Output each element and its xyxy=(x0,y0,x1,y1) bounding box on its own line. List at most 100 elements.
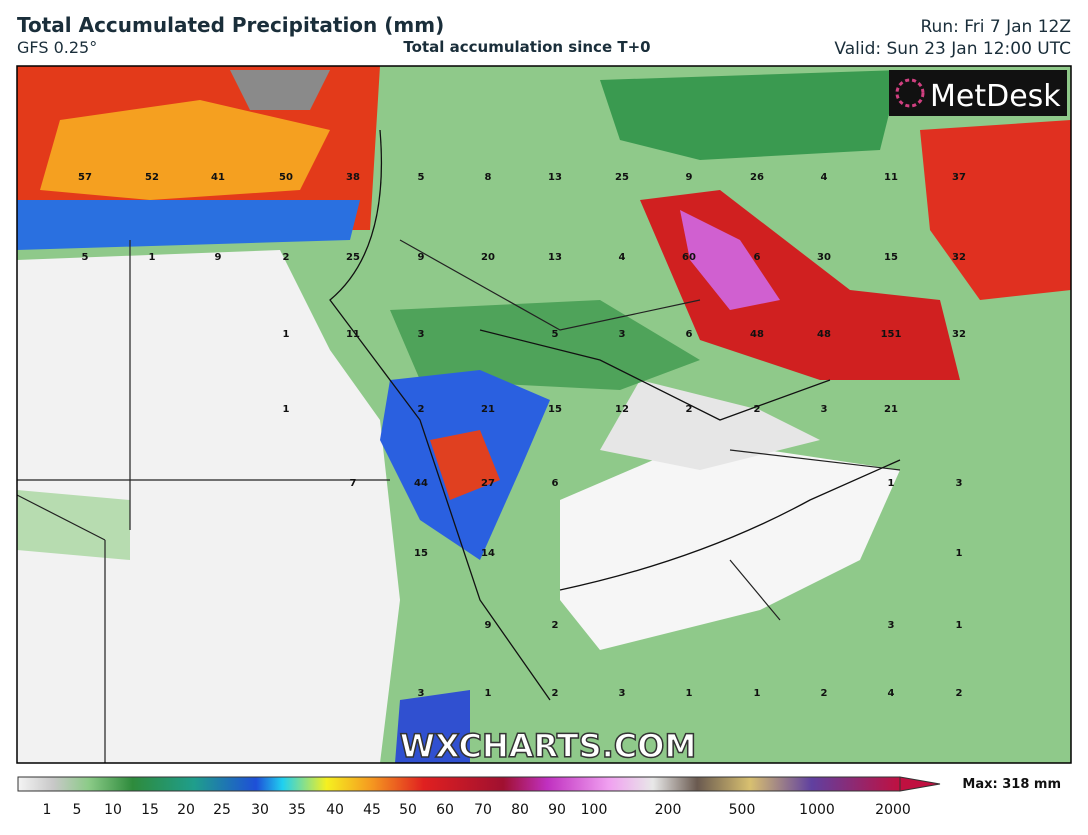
map-value: 12 xyxy=(615,404,629,415)
colorbar-tick: 80 xyxy=(511,802,529,818)
map-value: 9 xyxy=(686,172,693,183)
map-labels: 57 52 41 50 38 5 8 13 25 9 26 4 11 375 1 9 2 25 9 20 13 4 60 6 3… xyxy=(78,172,966,699)
map-value: 21 xyxy=(884,404,898,415)
colorbar-tick: 60 xyxy=(436,802,454,818)
map-value: 1 xyxy=(283,329,290,340)
map-value: 11 xyxy=(346,329,360,340)
map: 57 52 41 50 38 5 8 13 25 9 26 4 11 375 1 9 2 25 9 20 13 4 60 6 3… xyxy=(17,66,1071,765)
map-value: 3 xyxy=(821,404,828,415)
map-value: 1 xyxy=(956,620,963,631)
colorbar-tick: 20 xyxy=(177,802,195,818)
map-value: 15 xyxy=(548,404,562,415)
map-value: 1 xyxy=(283,404,290,415)
map-value: 13 xyxy=(548,172,562,183)
map-value: 2 xyxy=(754,404,761,415)
map-value: 13 xyxy=(548,252,562,263)
map-value: 2 xyxy=(552,688,559,699)
logo-icon xyxy=(895,78,925,108)
colorbar-tick: 10 xyxy=(104,802,122,818)
map-value: 32 xyxy=(952,252,966,263)
colorbar-tick: 45 xyxy=(363,802,381,818)
map-value: 2 xyxy=(821,688,828,699)
map-value: 21 xyxy=(481,404,495,415)
colorbar-ticks: 1 5 10 15 20 25 30 35 40 45 50 60 70 80 90 100 200 500 100… xyxy=(43,802,911,818)
colorbar-tick: 200 xyxy=(655,802,682,818)
map-value: 15 xyxy=(884,252,898,263)
map-value: 52 xyxy=(145,172,159,183)
colorbar-tick: 40 xyxy=(326,802,344,818)
map-value: 2 xyxy=(686,404,693,415)
map-value: 3 xyxy=(418,329,425,340)
model: GFS 0.25° xyxy=(17,38,97,57)
map-value: 41 xyxy=(211,172,225,183)
max-label: Max: 318 mm xyxy=(962,777,1061,792)
map-value: 2 xyxy=(283,252,290,263)
map-value: 4 xyxy=(821,172,828,183)
map-value: 15 xyxy=(414,548,428,559)
colorbar-tick: 100 xyxy=(581,802,608,818)
map-value: 9 xyxy=(485,620,492,631)
map-value: 2 xyxy=(956,688,963,699)
map-value: 6 xyxy=(754,252,761,263)
map-value: 25 xyxy=(615,172,629,183)
map-value: 32 xyxy=(952,329,966,340)
map-value: 7 xyxy=(350,478,357,489)
title: Total Accumulated Precipitation (mm) xyxy=(17,13,444,37)
map-value: 5 xyxy=(418,172,425,183)
map-value: 9 xyxy=(418,252,425,263)
map-value: 14 xyxy=(481,548,495,559)
map-value: 1 xyxy=(149,252,156,263)
map-value: 44 xyxy=(414,478,428,489)
map-value: 38 xyxy=(346,172,360,183)
map-value: 60 xyxy=(682,252,696,263)
map-value: 3 xyxy=(619,329,626,340)
map-value: 3 xyxy=(888,620,895,631)
colorbar-tick: 70 xyxy=(474,802,492,818)
map-value: 48 xyxy=(817,329,831,340)
watermark: WXCHARTS.COM xyxy=(400,727,697,765)
valid: Valid: Sun 23 Jan 12:00 UTC xyxy=(834,39,1071,59)
map-value: 4 xyxy=(619,252,626,263)
colorbar-tick: 15 xyxy=(141,802,159,818)
colorbar xyxy=(17,776,901,792)
map-value: 20 xyxy=(481,252,495,263)
colorbar-tick: 50 xyxy=(399,802,417,818)
subtitle: Total accumulation since T+0 xyxy=(403,38,650,56)
map-value: 3 xyxy=(956,478,963,489)
map-value: 1 xyxy=(754,688,761,699)
colorbar-tick: 500 xyxy=(729,802,756,818)
map-frame xyxy=(16,65,1072,764)
map-value: 25 xyxy=(346,252,360,263)
map-value: 30 xyxy=(817,252,831,263)
map-value: 1 xyxy=(956,548,963,559)
map-value: 2 xyxy=(418,404,425,415)
colorbar-tick: 1000 xyxy=(799,802,835,818)
run: Run: Fri 7 Jan 12Z xyxy=(921,17,1072,37)
map-value: 151 xyxy=(881,329,902,340)
colorbar-tick: 35 xyxy=(288,802,306,818)
map-value: 9 xyxy=(215,252,222,263)
map-value: 8 xyxy=(485,172,492,183)
colorbar-tick: 5 xyxy=(73,802,82,818)
map-value: 1 xyxy=(686,688,693,699)
map-value: 3 xyxy=(418,688,425,699)
map-value: 3 xyxy=(619,688,626,699)
colorbar-tick: 90 xyxy=(548,802,566,818)
colorbar-arrow xyxy=(899,776,941,792)
colorbar-tick: 30 xyxy=(251,802,269,818)
map-value: 50 xyxy=(279,172,293,183)
map-value: 11 xyxy=(884,172,898,183)
map-value: 57 xyxy=(78,172,92,183)
map-value: 26 xyxy=(750,172,764,183)
map-value: 4 xyxy=(888,688,895,699)
colorbar-tick: 1 xyxy=(43,802,52,818)
map-value: 2 xyxy=(552,620,559,631)
map-value: 1 xyxy=(888,478,895,489)
map-value: 27 xyxy=(481,478,495,489)
map-value: 1 xyxy=(485,688,492,699)
map-value: 37 xyxy=(952,172,966,183)
map-value: 5 xyxy=(82,252,89,263)
map-value: 6 xyxy=(686,329,693,340)
logo-box xyxy=(889,70,1067,116)
